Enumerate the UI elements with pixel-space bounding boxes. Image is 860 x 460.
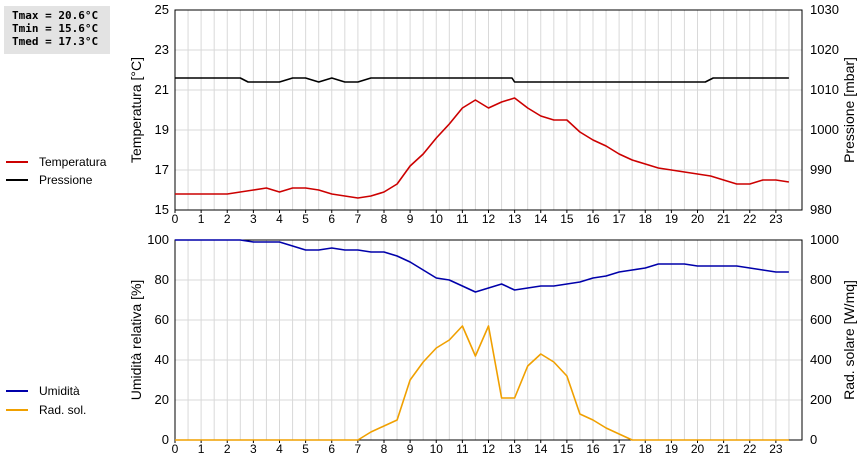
top-ytick-left: 23 — [155, 42, 169, 57]
bottom-xtick-label: 2 — [224, 442, 231, 456]
bottom-ytick-left: 40 — [155, 352, 169, 367]
legend-swatch-pressione — [6, 179, 28, 181]
bottom-xtick-label: 13 — [508, 442, 522, 456]
legend-label-pressione: Pressione — [39, 173, 93, 187]
bottom-xtick-label: 19 — [665, 442, 679, 456]
top-xtick-label: 15 — [560, 212, 574, 226]
series-pressione — [175, 77, 789, 83]
bottom-xtick-label: 10 — [430, 442, 444, 456]
top-xtick-label: 17 — [612, 212, 626, 226]
top-xtick-label: 0 — [172, 212, 179, 226]
legend-temperatura: Temperatura — [6, 154, 106, 170]
top-xtick-label: 4 — [276, 212, 283, 226]
bottom-ytick-right: 200 — [810, 392, 832, 407]
bottom-ytick-left: 60 — [155, 312, 169, 327]
bottom-xtick-label: 6 — [328, 442, 335, 456]
top-xtick-label: 22 — [743, 212, 757, 226]
bottom-xtick-label: 1 — [198, 442, 205, 456]
bottom-xtick-label: 9 — [407, 442, 414, 456]
stat-tmed: Tmed = 17.3°C — [12, 35, 99, 48]
top-ytick-right: 980 — [810, 202, 832, 217]
top-xtick-label: 16 — [586, 212, 600, 226]
bottom-chart: 0 1 2 3 4 5 6 7 8 9 10 11 12 13 14 15 16 17 18 19 20 21 22 2302… — [128, 232, 857, 456]
top-ytick-right: 1010 — [810, 82, 839, 97]
bottom-xtick-label: 14 — [534, 442, 548, 456]
top-xtick-label: 2 — [224, 212, 231, 226]
top-xtick-label: 21 — [717, 212, 731, 226]
top-ytick-left: 19 — [155, 122, 169, 137]
bottom-xtick-label: 18 — [639, 442, 653, 456]
top-ytick-right: 1020 — [810, 42, 839, 57]
bottom-ytick-left: 0 — [162, 432, 169, 447]
legend-umidita: Umidità — [6, 383, 80, 399]
bottom-ylabel-right: Rad. solare [W/mq] — [841, 280, 857, 400]
top-xtick-label: 20 — [691, 212, 705, 226]
legend-swatch-umidita — [6, 390, 28, 392]
top-xtick-label: 10 — [430, 212, 444, 226]
bottom-xtick-label: 22 — [743, 442, 757, 456]
series-rad-sol — [175, 325, 789, 441]
bottom-xtick-label: 15 — [560, 442, 574, 456]
bottom-xtick-label: 7 — [355, 442, 362, 456]
top-ytick-right: 1030 — [810, 2, 839, 17]
bottom-xtick-label: 17 — [612, 442, 626, 456]
top-xtick-label: 23 — [769, 212, 783, 226]
top-xtick-label: 14 — [534, 212, 548, 226]
top-ytick-left: 17 — [155, 162, 169, 177]
bottom-xtick-label: 8 — [381, 442, 388, 456]
top-ylabel-right: Pressione [mbar] — [841, 57, 857, 163]
bottom-ytick-left: 100 — [147, 232, 169, 247]
bottom-xtick-label: 12 — [482, 442, 496, 456]
series-temperatura — [175, 97, 790, 199]
bottom-ytick-left: 20 — [155, 392, 169, 407]
top-ytick-right: 1000 — [810, 122, 839, 137]
legend-rad-sol: Rad. sol. — [6, 402, 86, 418]
top-xtick-label: 11 — [456, 212, 469, 226]
legend-swatch-temperatura — [6, 161, 28, 163]
bottom-xtick-label: 16 — [586, 442, 600, 456]
bottom-xtick-label: 21 — [717, 442, 731, 456]
top-ytick-left: 15 — [155, 202, 169, 217]
bottom-xtick-label: 20 — [691, 442, 705, 456]
stats-box: Tmax = 20.6°C Tmin = 15.6°C Tmed = 17.3°… — [4, 6, 110, 54]
bottom-xtick-label: 23 — [769, 442, 783, 456]
series-umidit — [175, 239, 789, 293]
top-xtick-label: 19 — [665, 212, 679, 226]
bottom-xtick-label: 3 — [250, 442, 257, 456]
bottom-ytick-right: 0 — [810, 432, 817, 447]
bottom-xtick-label: 11 — [456, 442, 469, 456]
bottom-xtick-label: 5 — [302, 442, 309, 456]
stat-tmin: Tmin = 15.6°C — [12, 22, 99, 35]
bottom-xtick-label: 0 — [172, 442, 179, 456]
top-ytick-right: 990 — [810, 162, 832, 177]
top-chart: 0 1 2 3 4 5 6 7 8 9 10 11 12 13 14 15 16 17 18 19 20 21 22 2315… — [128, 2, 857, 226]
top-xtick-label: 6 — [328, 212, 335, 226]
legend-pressione: Pressione — [6, 172, 92, 188]
top-xtick-label: 18 — [639, 212, 653, 226]
bottom-ytick-right: 1000 — [810, 232, 839, 247]
legend-label-rad-sol: Rad. sol. — [39, 403, 87, 417]
bottom-xtick-label: 4 — [276, 442, 283, 456]
top-xtick-label: 5 — [302, 212, 309, 226]
legend-swatch-rad-sol — [6, 409, 28, 411]
legend-label-temperatura: Temperatura — [39, 155, 107, 169]
top-ylabel-left: Temperatura [°C] — [128, 57, 144, 163]
bottom-ytick-right: 800 — [810, 272, 832, 287]
bottom-ytick-right: 600 — [810, 312, 832, 327]
bottom-ylabel-left: Umidità relativa [%] — [128, 280, 144, 401]
top-xtick-label: 7 — [355, 212, 362, 226]
top-xtick-label: 1 — [198, 212, 205, 226]
stat-tmax: Tmax = 20.6°C — [12, 9, 99, 22]
top-xtick-label: 12 — [482, 212, 496, 226]
top-xtick-label: 3 — [250, 212, 257, 226]
bottom-ytick-left: 80 — [155, 272, 169, 287]
top-xtick-label: 8 — [381, 212, 388, 226]
top-xtick-label: 9 — [407, 212, 414, 226]
legend-label-umidita: Umidità — [39, 384, 80, 398]
top-ytick-left: 25 — [155, 2, 169, 17]
bottom-ytick-right: 400 — [810, 352, 832, 367]
top-ytick-left: 21 — [155, 82, 169, 97]
top-xtick-label: 13 — [508, 212, 522, 226]
